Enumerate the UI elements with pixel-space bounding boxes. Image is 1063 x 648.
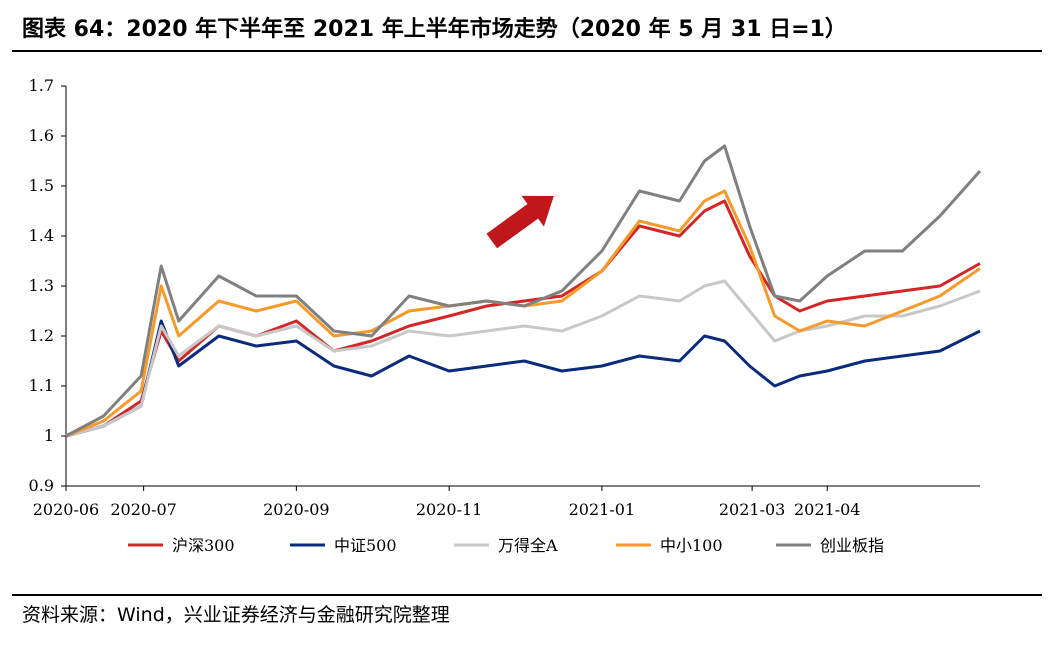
x-tick-label: 2021-01 — [569, 500, 635, 519]
legend: 沪深300 中证500 万得全A 中小100 创业板指 — [128, 536, 884, 555]
x-tick-label: 2021-03 — [719, 500, 785, 519]
legend-label: 沪深300 — [172, 536, 235, 555]
x-tick-label: 2021-04 — [794, 500, 860, 519]
trend-arrow-shape — [486, 195, 554, 249]
legend-label: 创业板指 — [820, 536, 884, 555]
y-tick-label: 1.3 — [29, 276, 54, 295]
legend-label: 万得全A — [498, 536, 558, 555]
data-source-note: 资料来源：Wind，兴业证券经济与金融研究院整理 — [22, 604, 450, 626]
x-tick-label: 2020-09 — [263, 500, 329, 519]
series-line — [65, 279, 981, 438]
y-axis: 0.9 1 1.1 1.2 1.3 1.4 1.5 1.6 1.7 — [29, 76, 67, 495]
x-tick-label: 2020-06 — [33, 500, 99, 519]
x-tick-label: 2020-11 — [416, 500, 482, 519]
y-tick-label: 1.4 — [29, 226, 54, 245]
series-line — [65, 144, 982, 438]
y-tick-label: 0.9 — [29, 476, 54, 495]
y-tick-label: 1.1 — [29, 376, 54, 395]
x-tick-label: 2020-07 — [110, 500, 176, 519]
legend-label: 中小100 — [660, 536, 723, 555]
figure-title: 图表 64：2020 年下半年至 2021 年上半年市场走势（2020 年 5 … — [22, 17, 847, 42]
series-line — [65, 189, 981, 438]
y-tick-label: 1.7 — [29, 76, 54, 95]
line-chart: 0.9 1 1.1 1.2 1.3 1.4 1.5 1.6 1.7 2020-06 2020-07… — [29, 76, 982, 555]
footer-divider — [12, 594, 1042, 596]
y-tick-label: 1.6 — [29, 126, 54, 145]
x-axis: 2020-06 2020-07 2020-09 2020-11 2021-01 2021-… — [33, 485, 980, 519]
y-tick-label: 1.5 — [29, 176, 54, 195]
series-line — [65, 199, 981, 438]
series-lines — [65, 144, 982, 438]
y-tick-label: 1.2 — [29, 326, 54, 345]
series-line — [65, 319, 981, 438]
y-tick-label: 1 — [44, 426, 54, 445]
legend-label: 中证500 — [334, 536, 397, 555]
trend-arrow — [486, 195, 554, 249]
title-divider — [12, 50, 1042, 52]
